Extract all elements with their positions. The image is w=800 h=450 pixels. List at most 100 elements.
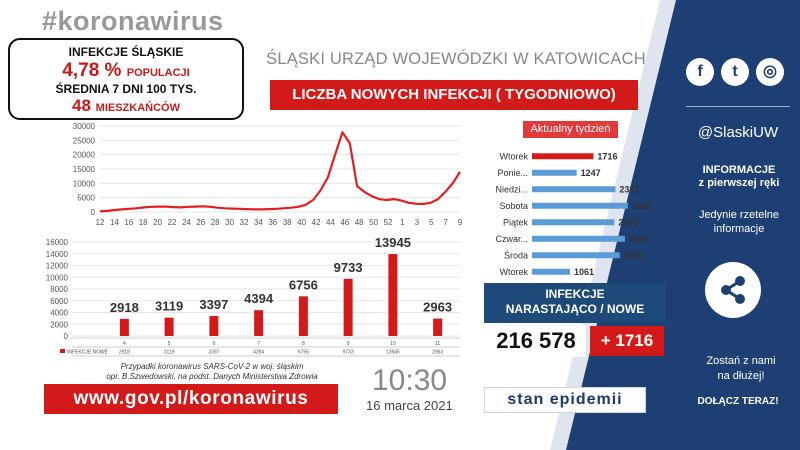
twitter-icon[interactable]: t xyxy=(721,58,749,86)
table-value: 2963 xyxy=(432,350,443,356)
info-heading-2: z pierwszej ręki xyxy=(698,177,780,189)
bar-value-label: 3119 xyxy=(155,299,183,314)
line-y-tick-label: 10000 xyxy=(73,179,96,188)
hbar-value-label: 2597 xyxy=(629,234,649,244)
hbar xyxy=(532,202,628,209)
bar-value-label: 9733 xyxy=(334,260,363,275)
line-x-tick-label: 18 xyxy=(139,218,148,227)
share-icon xyxy=(721,276,745,304)
cta-line-2: na dłużej! xyxy=(717,370,765,382)
infections-summary-box: INFEKCJE ŚLĄSKIE 4,78 % POPULACJI ŚREDNI… xyxy=(8,38,244,120)
line-x-tick-label: 9 xyxy=(458,218,463,227)
table-value: 4394 xyxy=(253,350,264,356)
line-y-tick-label: 20000 xyxy=(73,151,96,160)
hbar-value-label: 1247 xyxy=(581,168,601,178)
line-x-tick-label: 3 xyxy=(415,218,420,227)
line-x-tick-label: 5 xyxy=(429,218,434,227)
percent-value: 4,78 % xyxy=(62,60,122,81)
divider xyxy=(686,106,790,107)
bar-value-label: 13945 xyxy=(375,236,411,250)
weekly-line-chart: 0 5000 10000 15000 20000 25000 30000 12 14 16 18 20… xyxy=(73,122,463,227)
bar-value-label: 6756 xyxy=(289,277,318,292)
line-series xyxy=(99,131,461,213)
bar-y-tick-label: 12000 xyxy=(46,262,69,271)
bar-y-tick-label: 0 xyxy=(64,332,69,341)
bar xyxy=(298,296,308,336)
current-week-label: Aktualny tydzień xyxy=(523,121,618,138)
table-value: 3119 xyxy=(164,350,175,356)
line-x-tick-label: 42 xyxy=(312,218,321,227)
bar-y-tick-label: 2000 xyxy=(50,320,68,329)
line-y-tick-label: 25000 xyxy=(73,136,96,145)
share-button[interactable] xyxy=(705,262,761,318)
table-value: 2918 xyxy=(119,350,130,356)
hbar-category-label: Czwar... xyxy=(495,234,528,244)
bar-y-tick-label: 8000 xyxy=(50,285,68,294)
hbar-value-label: 1716 xyxy=(597,151,617,161)
table-value: 3397 xyxy=(208,350,219,356)
line-x-tick-label: 30 xyxy=(225,218,234,227)
cumulative-total: 216 578 xyxy=(486,325,586,357)
average-label: ŚREDNIA 7 DNI 100 TYS. xyxy=(55,82,197,96)
bar xyxy=(209,316,219,336)
line-x-tick-label: 12 xyxy=(96,218,105,227)
bar-value-label: 2918 xyxy=(110,300,139,315)
line-x-tick-label: 1 xyxy=(400,218,405,227)
hbar-value-label: 2302 xyxy=(618,217,638,227)
bar-category-label: 10 xyxy=(390,341,396,347)
hbar-category-label: Wtorek xyxy=(499,151,528,161)
report-date: 16 marca 2021 xyxy=(366,398,453,413)
bar-y-tick-label: 4000 xyxy=(50,309,68,318)
bar xyxy=(343,278,353,336)
hbar-category-label: Niedzi... xyxy=(495,184,528,194)
line-x-tick-label: 24 xyxy=(182,218,191,227)
hbar-category-label: Środa xyxy=(504,249,528,260)
bar-value-label: 3397 xyxy=(199,297,228,312)
cta-text: Zostań z nami na dłużej! xyxy=(686,354,796,384)
bar-value-label: 2963 xyxy=(423,300,452,315)
source-line-1: Przypadki koronawirus SARS-CoV-2 w woj. … xyxy=(120,362,304,371)
line-y-tick-label: 15000 xyxy=(73,165,96,174)
hbar-category-label: Wtorek xyxy=(499,267,528,277)
bar-y-tick-label: 10000 xyxy=(46,273,69,282)
line-x-tick-label: 7 xyxy=(443,218,448,227)
bar xyxy=(433,318,443,336)
line-x-tick-label: 44 xyxy=(326,218,335,227)
chart-title-bar: LICZBA NOWYCH INFEKCJI ( TYGODNIOWO) xyxy=(270,80,638,110)
line-x-tick-label: 46 xyxy=(340,218,349,227)
bar xyxy=(388,254,398,336)
line-x-tick-label: 34 xyxy=(254,218,263,227)
table-legend-swatch xyxy=(60,349,65,353)
line-x-tick-label: 22 xyxy=(168,218,177,227)
average-value-row: 48 MIESZKAŃCÓW xyxy=(10,96,242,116)
bar-value-label: 4394 xyxy=(244,291,274,306)
info-text-1: Jedynie rzetelne xyxy=(698,209,780,221)
line-x-tick-label: 20 xyxy=(153,218,162,227)
table-value: 13945 xyxy=(386,350,400,356)
bar xyxy=(254,310,264,336)
bar-category-label: 9 xyxy=(347,341,350,347)
bar xyxy=(119,318,129,336)
info-text-2: informacje xyxy=(713,223,765,235)
hbar-value-label: 2331 xyxy=(619,184,639,194)
table-row-label: INFEKCJE NOWE xyxy=(67,350,109,356)
gov-url-link[interactable]: www.gov.pl/koronawirus xyxy=(44,384,338,414)
line-x-tick-label: 38 xyxy=(283,218,292,227)
social-handle[interactable]: @SlaskiUW xyxy=(697,124,779,141)
instagram-icon[interactable]: ◎ xyxy=(756,58,784,86)
epidemic-status-label: stan epidemii xyxy=(484,387,646,413)
bar-y-tick-label: 14000 xyxy=(46,250,69,259)
line-x-tick-label: 48 xyxy=(355,218,364,227)
facebook-icon[interactable]: f xyxy=(686,58,714,86)
bar-category-label: 7 xyxy=(257,341,260,347)
line-y-tick-label: 0 xyxy=(91,208,96,217)
daily-horizontal-bar-chart: Wtorek 1716 Ponie... 1247 Niedzi... 2331 Sobot… xyxy=(495,151,652,277)
hbar-value-label: 1061 xyxy=(574,267,594,277)
info-heading-1: INFORMACJE xyxy=(702,164,776,176)
line-x-tick-label: 14 xyxy=(110,218,119,227)
source-note: Przypadki koronawirus SARS-CoV-2 w woj. … xyxy=(62,362,362,382)
bar-category-label: 5 xyxy=(168,341,171,347)
join-now-button[interactable]: DOŁĄCZ TERAZ! xyxy=(697,396,779,407)
hbar xyxy=(532,219,615,226)
hbar xyxy=(532,186,616,193)
